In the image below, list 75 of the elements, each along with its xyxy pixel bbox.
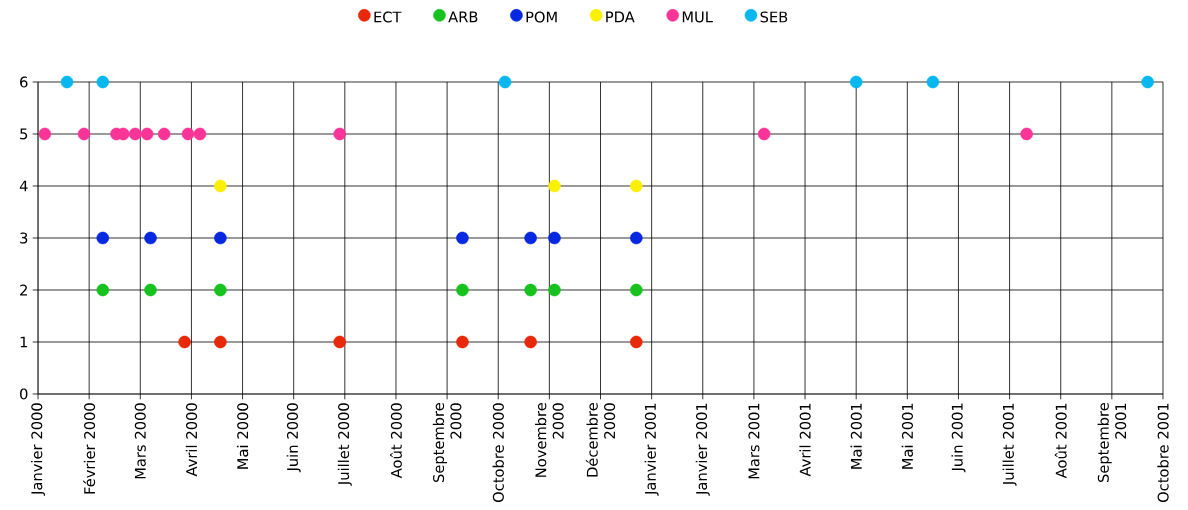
point	[144, 231, 157, 245]
point	[630, 283, 643, 297]
legend-label: POM	[526, 11, 557, 23]
point	[548, 231, 561, 245]
legend-label: SEB	[760, 11, 788, 23]
y-tick-label: 3	[20, 232, 28, 244]
x-tick-label: Août 2000	[389, 403, 402, 479]
point	[524, 335, 537, 349]
point	[77, 127, 91, 141]
point	[849, 75, 863, 89]
x-tick-label: Mars 2000	[134, 403, 146, 479]
point	[178, 335, 191, 349]
x-tick-label: Janvier 2001	[695, 403, 710, 496]
point	[214, 335, 227, 349]
point	[333, 335, 346, 349]
x-tick-label: Novembre 2000	[535, 403, 564, 477]
point	[214, 283, 227, 297]
x-tick-label: Mai 2001	[850, 403, 862, 469]
point	[140, 127, 154, 141]
x-tick-label: Janvier 2001	[644, 403, 659, 496]
point	[548, 283, 561, 297]
point	[498, 75, 512, 89]
y-tick-label: 1	[20, 336, 28, 348]
point	[214, 179, 227, 193]
point	[181, 127, 195, 141]
point	[630, 231, 643, 245]
x-tick-label: Septembre 2001	[1097, 403, 1127, 483]
legend-label: ECT	[374, 11, 402, 23]
point	[757, 127, 771, 141]
point	[548, 179, 561, 193]
y-tick-label: 0	[20, 388, 28, 400]
legend-label: MUL	[682, 11, 713, 23]
point	[456, 231, 469, 245]
x-tick-label: Février 2000	[83, 403, 96, 494]
x-tick-label: Mai 2001	[901, 403, 913, 469]
point	[193, 127, 207, 141]
x-tick-label: Avril 2001	[799, 403, 811, 477]
x-tick-label: Mai 2000	[236, 403, 249, 469]
point	[214, 231, 227, 245]
point	[524, 231, 537, 245]
x-tick-label: Août 2001	[1054, 403, 1067, 479]
y-tick-label: 6	[20, 76, 28, 88]
point	[157, 127, 171, 141]
point	[333, 127, 346, 141]
point	[456, 335, 469, 349]
x-tick-label: Juillet 2000	[337, 403, 352, 486]
x-tick-label: Juin 2000	[286, 403, 301, 473]
legend-label: ARB	[448, 11, 478, 23]
x-tick-label: Octobre 2000	[492, 403, 504, 503]
y-tick-label: 2	[20, 284, 27, 296]
point	[456, 283, 469, 297]
x-tick-label: Octobre 2001	[1157, 403, 1169, 503]
point	[1141, 75, 1154, 89]
point	[96, 231, 110, 245]
x-tick-label: Juin 2001	[951, 403, 966, 473]
y-tick-label: 5	[20, 128, 28, 140]
point	[926, 75, 940, 89]
point	[144, 283, 157, 297]
point	[1020, 127, 1033, 141]
x-tick-label: Avril 2000	[185, 403, 198, 477]
x-tick-label: Juillet 2001	[1002, 403, 1017, 486]
x-tick-label: Janvier 2000	[30, 403, 46, 496]
x-tick-label: Septembre 2000	[432, 403, 462, 483]
x-tick-label: Mars 2001	[748, 403, 760, 479]
point	[96, 75, 110, 89]
legend-label: PDA	[606, 11, 635, 23]
x-tick-label: Décembre 2000	[585, 403, 616, 477]
point	[630, 335, 643, 349]
point	[630, 179, 643, 193]
point	[38, 127, 52, 141]
point	[128, 127, 142, 141]
point	[96, 283, 110, 297]
y-tick-label: 4	[19, 180, 28, 192]
point	[60, 75, 74, 89]
point	[524, 283, 537, 297]
